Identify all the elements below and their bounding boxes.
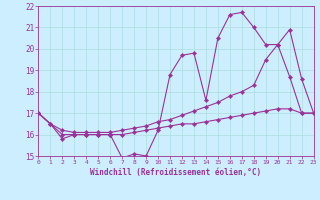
X-axis label: Windchill (Refroidissement éolien,°C): Windchill (Refroidissement éolien,°C) xyxy=(91,168,261,177)
